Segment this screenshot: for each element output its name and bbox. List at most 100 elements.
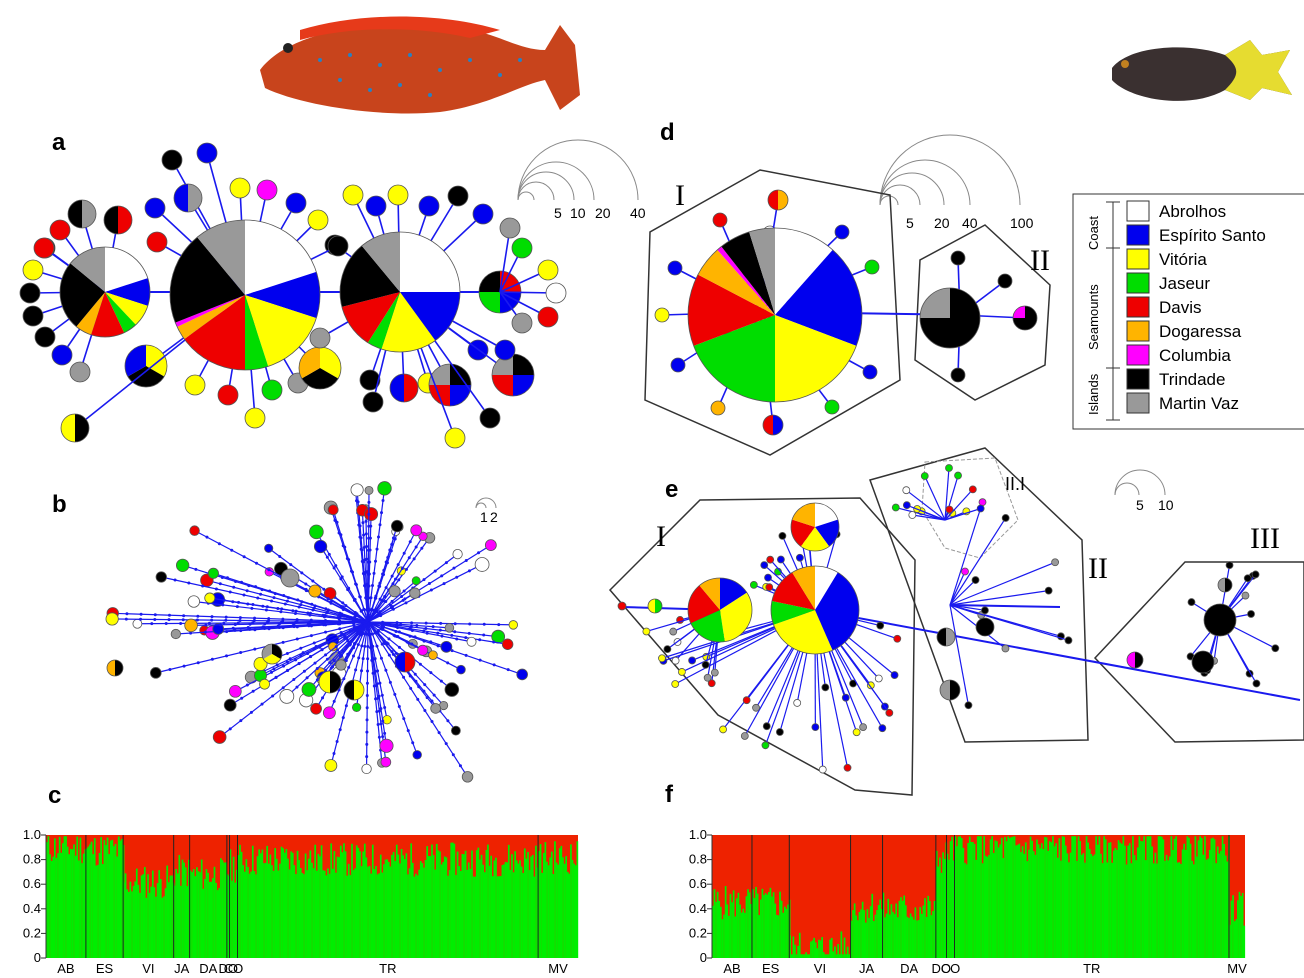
- median-vector: [299, 603, 303, 607]
- structure-bar: [145, 897, 148, 958]
- structure-bar: [1039, 848, 1042, 958]
- structure-bar: [1235, 919, 1238, 958]
- structure-bar: [191, 872, 193, 958]
- structure-bar: [775, 914, 778, 958]
- structure-bar: [1012, 836, 1014, 958]
- pie-slice: [285, 192, 307, 214]
- median-vector: [357, 656, 361, 660]
- haplotype-node-e: [971, 576, 980, 584]
- median-vector: [323, 613, 327, 617]
- structure-bar: [392, 851, 395, 958]
- median-vector: [282, 664, 286, 668]
- haplotype-node-e: [710, 668, 719, 677]
- median-vector: [380, 511, 384, 515]
- pie-slice: [1241, 591, 1250, 600]
- structure-bar: [119, 840, 122, 958]
- median-vector: [295, 637, 299, 641]
- median-vector: [304, 587, 308, 591]
- structure-bar: [1240, 895, 1242, 958]
- median-vector: [366, 608, 370, 612]
- pie-slice: [800, 527, 830, 551]
- pie-slice: [492, 375, 513, 396]
- median-vector: [414, 545, 418, 549]
- structure-bar: [1064, 845, 1067, 958]
- median-vector: [195, 618, 199, 622]
- haplotype-node-a: [33, 237, 55, 259]
- structure-bar: [787, 904, 789, 958]
- haplotype-node-b: [508, 620, 518, 630]
- median-vector: [365, 681, 369, 685]
- pie-slice: [818, 765, 827, 774]
- structure-bar: [248, 873, 251, 958]
- structure-bar: [948, 859, 950, 958]
- structure-bar: [204, 878, 206, 958]
- pie-slice: [253, 656, 268, 671]
- haplotype-node-e: [1187, 598, 1196, 606]
- structure-bar: [908, 917, 910, 958]
- structure-bar: [576, 841, 579, 958]
- structure-bar: [528, 870, 531, 958]
- structure-bar: [378, 873, 381, 958]
- structure-bar: [1192, 864, 1195, 958]
- haplotype-node-e: [770, 565, 860, 655]
- haplotype-node-a: [173, 183, 203, 213]
- pie-slice: [430, 703, 441, 714]
- pie-slice: [712, 212, 728, 228]
- structure-bar: [285, 849, 288, 958]
- pie-slice: [245, 220, 317, 295]
- pie-slice: [937, 628, 946, 646]
- structure-bar: [1042, 848, 1045, 958]
- median-vector: [267, 617, 271, 621]
- node-outline: [1217, 577, 1233, 593]
- structure-bar: [774, 903, 777, 958]
- median-vector: [286, 668, 290, 672]
- haplotype-node-b: [253, 656, 268, 671]
- structure-bar: [872, 921, 875, 958]
- median-vector: [329, 600, 333, 604]
- y-tick-label: 1.0: [689, 827, 707, 842]
- network-edge: [499, 227, 511, 293]
- pie-slice: [885, 708, 894, 717]
- structure-bar: [1084, 862, 1086, 958]
- structure-bar: [542, 852, 545, 958]
- pie-slice: [456, 664, 466, 675]
- median-vector: [173, 578, 177, 582]
- pie-slice: [501, 638, 514, 650]
- haplotype-node-e: [671, 680, 680, 688]
- structure-bar: [309, 850, 312, 958]
- haplotype-node-b: [412, 750, 422, 760]
- median-vector: [324, 630, 328, 634]
- structure-bar: [838, 954, 841, 958]
- group-I-hexagon-d: [644, 169, 901, 456]
- pie-slice: [771, 572, 815, 610]
- structure-bar: [504, 861, 507, 958]
- pie-slice: [742, 696, 751, 705]
- pie-slice: [778, 531, 787, 540]
- structure-bar: [1168, 856, 1171, 958]
- population-label: AB: [57, 961, 74, 976]
- median-vector: [429, 671, 433, 675]
- structure-bar: [127, 891, 130, 958]
- pie-slice: [859, 723, 867, 731]
- median-vector: [387, 653, 391, 657]
- pie-slice: [1127, 652, 1135, 668]
- pie-slice: [184, 618, 198, 633]
- median-vector: [250, 606, 254, 610]
- structure-bar: [113, 846, 115, 958]
- structure-bar: [408, 868, 411, 958]
- structure-bar: [1098, 836, 1101, 958]
- structure-bar: [397, 854, 400, 958]
- pie-slice: [902, 501, 911, 510]
- median-vector: [283, 602, 287, 606]
- haplotype-node-a: [444, 427, 466, 449]
- haplotype-node-e: [775, 728, 784, 736]
- haplotype-node-b: [516, 668, 528, 681]
- pie-slice: [364, 507, 379, 522]
- structure-bar: [1108, 842, 1110, 958]
- pie-slice: [174, 184, 188, 212]
- pie-slice: [667, 260, 683, 276]
- network-edge: [949, 604, 1061, 608]
- median-vector: [446, 661, 450, 665]
- structure-bar: [301, 872, 304, 958]
- haplotype-node-e: [687, 577, 753, 643]
